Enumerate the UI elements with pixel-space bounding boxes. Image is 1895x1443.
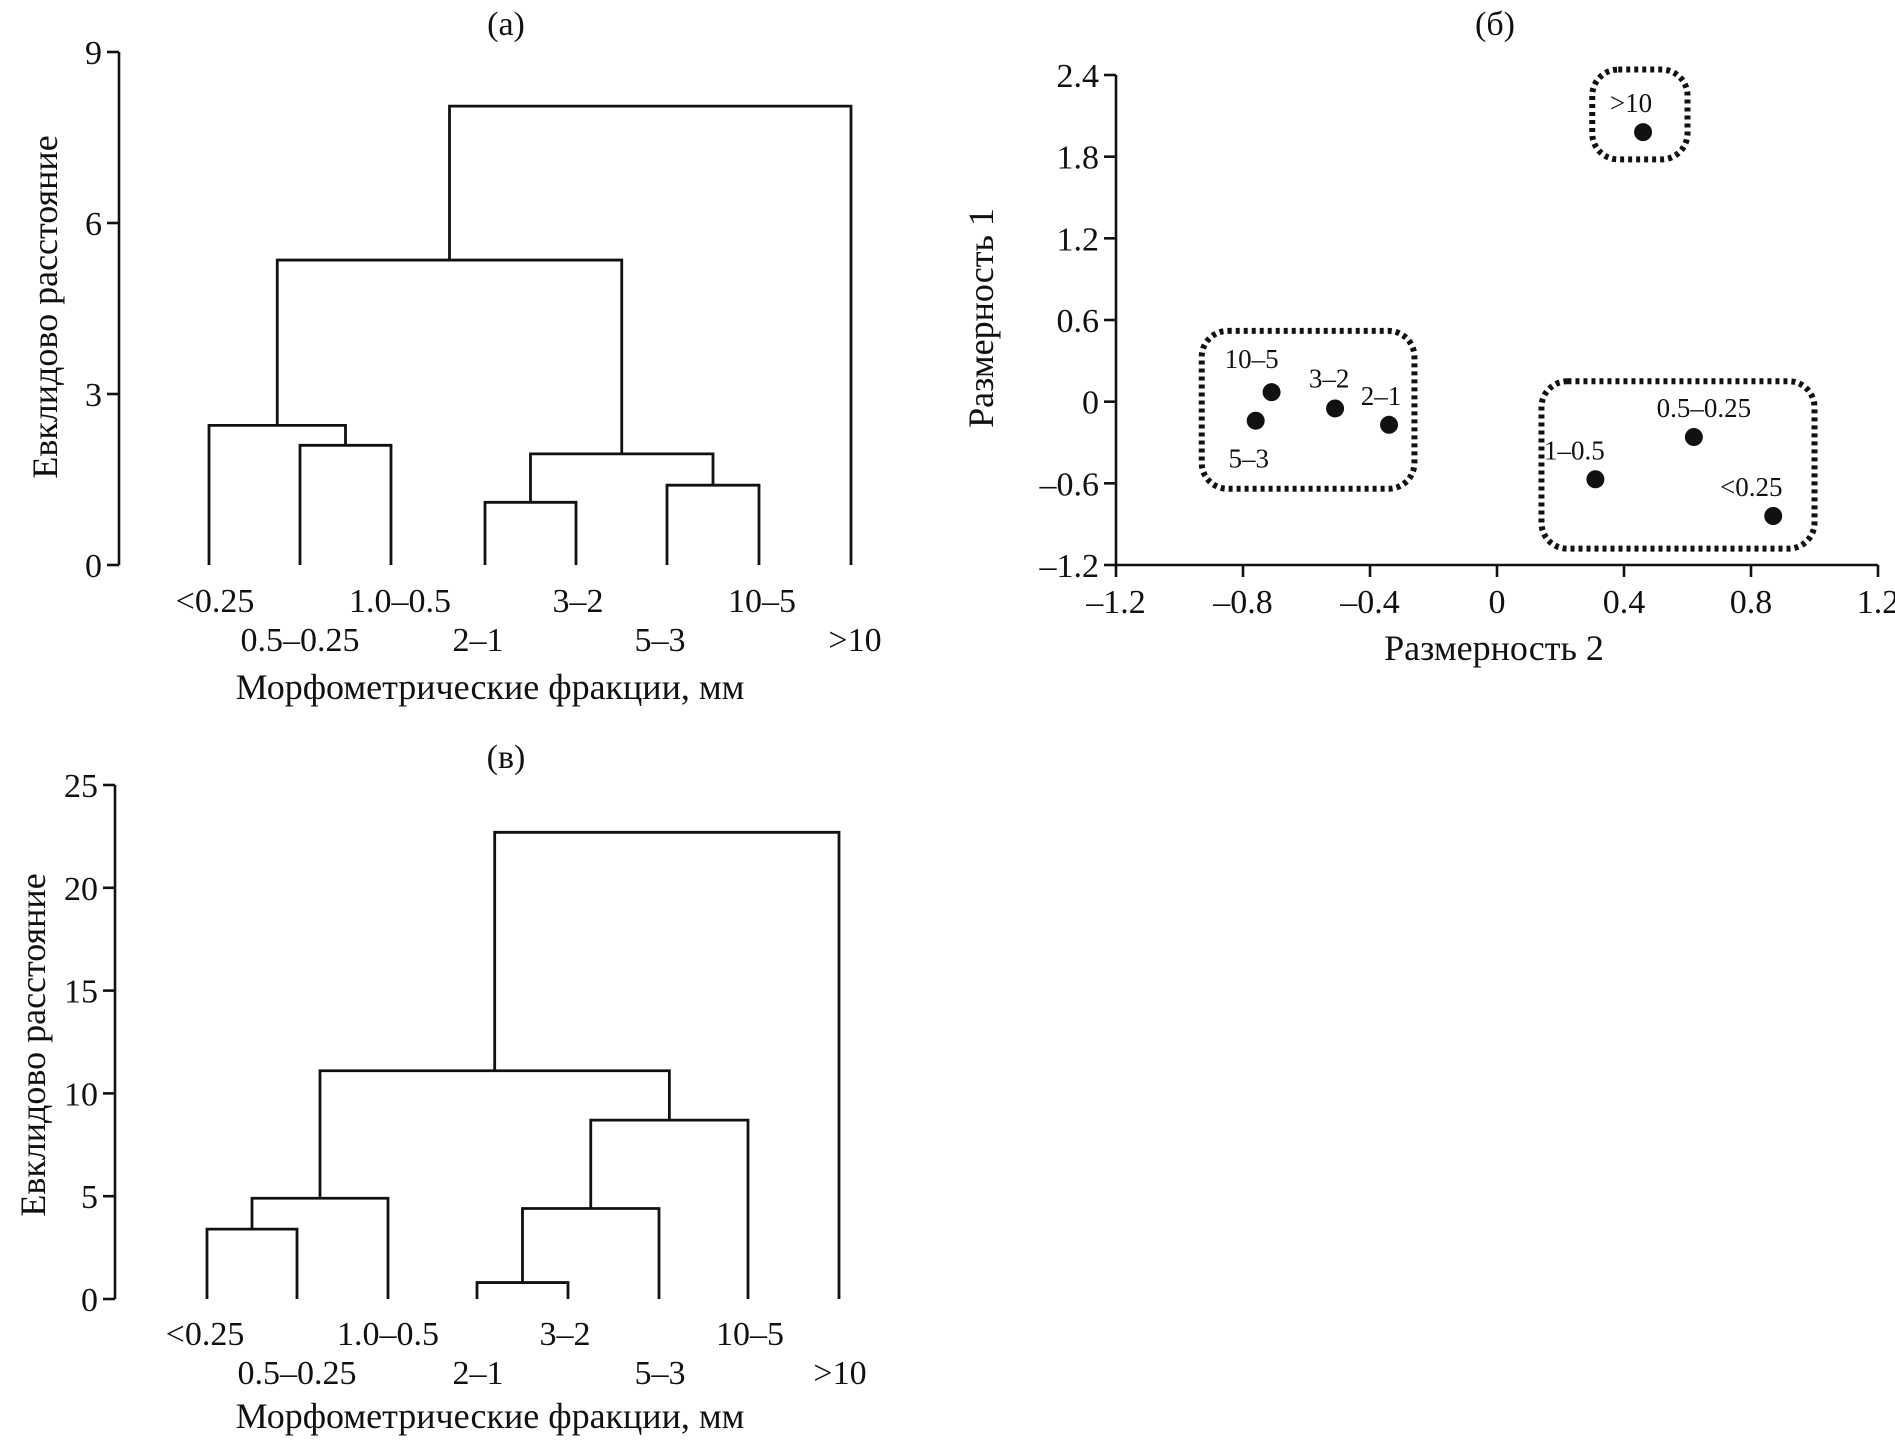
scatter-panel-b: (б) Размерность 1 Размерность 2 –1.2 –0.8…	[961, 6, 1895, 668]
c-merge-link	[521, 1207, 661, 1299]
b-x-tick-label: 0.8	[1730, 584, 1773, 621]
a-y-tick-label: 9	[85, 35, 102, 72]
a-leaf-label: 10–5	[728, 583, 796, 620]
b-x-tick-label: –1.2	[1085, 584, 1146, 621]
b-cluster-box	[1589, 66, 1691, 163]
panel-a-y-ticks: 0 3 6 9	[85, 35, 119, 585]
c-leaf-label: 3–2	[540, 1316, 591, 1353]
a-leaf-label: <0.25	[176, 583, 255, 620]
c-merge-link	[205, 1227, 299, 1299]
b-y-tick-label: 1.8	[1057, 140, 1100, 177]
b-point	[1262, 383, 1281, 402]
b-x-tick-label: 0.4	[1603, 584, 1646, 621]
b-y-tick-label: 2.4	[1057, 58, 1100, 95]
a-leaf-label: 0.5–0.25	[241, 622, 360, 659]
a-leaf-label: 5–3	[635, 622, 686, 659]
b-x-tick-label: 0	[1489, 584, 1506, 621]
a-y-tick-label: 0	[85, 548, 102, 585]
dendrogram-panel-a: (а) Евклидово расстояние Морфометрически…	[25, 6, 882, 707]
b-point	[1764, 507, 1783, 525]
c-leaf-label: >10	[813, 1355, 866, 1392]
a-leaf-label: >10	[828, 622, 881, 659]
a-merge-link	[665, 483, 761, 565]
panel-a-x-axis-title: Морфометрические фракции, мм	[236, 667, 745, 707]
panel-c-y-ticks: 0 5 10 15 20 25	[64, 768, 115, 1319]
b-x-tick-label: –0.4	[1339, 584, 1400, 621]
b-point-label: <0.25	[1720, 472, 1782, 502]
panel-a-leaf-labels: <0.250.5–0.251.0–0.52–1 3–2 5–3 10–5 >10	[176, 583, 882, 659]
c-merge-link	[318, 1069, 671, 1199]
b-cluster-box	[1538, 378, 1818, 552]
panel-a-label: (а)	[487, 6, 525, 43]
panel-c-label: (в)	[487, 739, 526, 776]
panel-c-dendrogram-links	[205, 830, 841, 1299]
b-point-label: 0.5–0.25	[1657, 393, 1752, 423]
b-point	[1684, 428, 1703, 447]
b-point-label: 5–3	[1228, 444, 1269, 474]
c-leaf-label: 1.0–0.5	[337, 1316, 439, 1353]
b-y-tick-label: 0.6	[1057, 303, 1100, 340]
c-y-tick-label: 15	[64, 974, 98, 1011]
c-y-tick-label: 0	[81, 1282, 98, 1319]
b-point-label: >10	[1610, 88, 1652, 118]
c-y-tick-label: 25	[64, 768, 98, 805]
panel-b-cluster-boxes	[1198, 66, 1818, 552]
c-leaf-label: 5–3	[635, 1355, 686, 1392]
b-point-label: 10–5	[1225, 344, 1279, 374]
c-leaf-label: 10–5	[716, 1316, 784, 1353]
b-point	[1380, 415, 1399, 434]
b-point	[1586, 470, 1605, 489]
b-x-tick-label: –0.8	[1212, 584, 1273, 621]
a-merge-link	[529, 452, 715, 503]
a-merge-link	[448, 104, 853, 565]
panel-b-points: 10–5 5–3 3–2 2–1 >10 0.5–0.25 1–0.5 <0.25	[1225, 88, 1783, 525]
panel-b-x-axis-title: Размерность 2	[1384, 628, 1604, 668]
b-cluster-box	[1198, 327, 1418, 492]
a-merge-link	[298, 443, 393, 565]
panel-c-leaf-labels: <0.250.5–0.251.0–0.5 2–1 3–2 5–3 10–5 >10	[166, 1316, 867, 1392]
c-merge-link	[589, 1118, 750, 1299]
b-y-tick-label: 0	[1082, 385, 1099, 422]
panel-b-y-axis-title: Размерность 1	[961, 208, 1001, 428]
c-leaf-label: <0.25	[166, 1316, 245, 1353]
b-point-label: 2–1	[1361, 381, 1402, 411]
b-point	[1634, 123, 1653, 142]
c-y-tick-label: 5	[81, 1179, 98, 1216]
a-leaf-label: 1.0–0.5	[349, 583, 451, 620]
panel-b-label: (б)	[1475, 6, 1515, 43]
panel-c-x-axis-title: Морфометрические фракции, мм	[236, 1396, 745, 1436]
c-leaf-label: 0.5–0.25	[238, 1355, 357, 1392]
b-point	[1246, 411, 1265, 430]
a-y-tick-label: 6	[85, 206, 102, 243]
b-y-tick-label: –0.6	[1039, 466, 1100, 503]
panel-a-y-axis-title: Евклидово расстояние	[25, 135, 65, 478]
c-y-tick-label: 10	[64, 1076, 98, 1113]
panel-a-dendrogram-links	[207, 104, 853, 565]
b-point-label: 1–0.5	[1544, 435, 1605, 465]
c-y-tick-label: 20	[64, 871, 98, 908]
c-merge-link	[250, 1196, 390, 1299]
b-point-label: 3–2	[1309, 363, 1350, 393]
a-y-tick-label: 3	[85, 377, 102, 414]
panel-b-y-ticks: –1.2 –0.6 0 0.6 1.2 1.8 2.4	[1039, 58, 1116, 585]
b-y-tick-label: 1.2	[1057, 221, 1100, 258]
c-leaf-label: 2–1	[453, 1355, 504, 1392]
c-merge-link	[475, 1281, 570, 1299]
panel-c-y-axis-title: Евклидово расстояние	[13, 873, 53, 1216]
b-point	[1326, 399, 1345, 418]
a-merge-link	[483, 500, 578, 565]
c-merge-link	[493, 830, 841, 1299]
dendrogram-panel-c: (в) Евклидово расстояние Морфометрически…	[13, 739, 867, 1436]
a-leaf-label: 2–1	[453, 622, 504, 659]
b-x-tick-label: 1.2	[1857, 584, 1895, 621]
panel-b-x-ticks: –1.2 –0.8 –0.4 0 0.4 0.8 1.2	[1085, 565, 1895, 621]
a-leaf-label: 3–2	[553, 583, 604, 620]
b-y-tick-label: –1.2	[1039, 548, 1100, 585]
